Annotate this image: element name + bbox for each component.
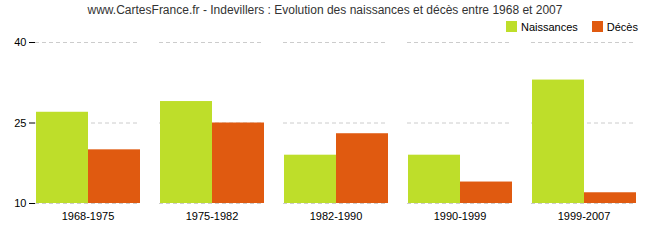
svg-text:1999-2007: 1999-2007 bbox=[558, 210, 611, 222]
svg-text:25: 25 bbox=[14, 117, 26, 129]
svg-text:1968-1975: 1968-1975 bbox=[62, 210, 115, 222]
svg-text:40: 40 bbox=[14, 36, 26, 48]
svg-text:1975-1982: 1975-1982 bbox=[186, 210, 239, 222]
html-text:Naissances: Naissances bbox=[521, 21, 578, 33]
svg-text:1990-1999: 1990-1999 bbox=[434, 210, 487, 222]
html-text:Décès: Décès bbox=[606, 21, 638, 33]
svg-text:10: 10 bbox=[14, 197, 26, 209]
svg-text:1982-1990: 1982-1990 bbox=[310, 210, 363, 222]
html-text:www.CartesFrance.fr - Indevill: www.CartesFrance.fr - Indevillers : Evol… bbox=[87, 3, 563, 17]
